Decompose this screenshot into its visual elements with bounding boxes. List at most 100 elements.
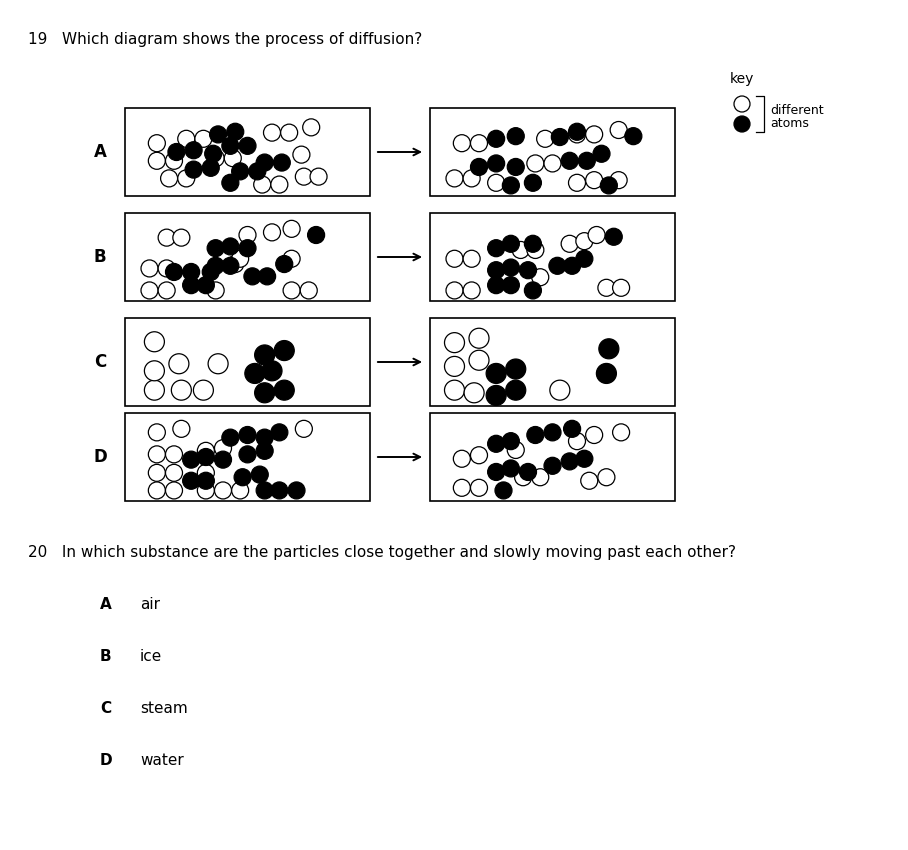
Circle shape [173,230,190,246]
Circle shape [495,482,512,499]
Circle shape [244,268,261,285]
Circle shape [197,464,214,481]
Circle shape [245,364,265,383]
Circle shape [445,380,465,400]
Circle shape [256,482,273,499]
Circle shape [308,226,324,243]
Circle shape [470,447,488,464]
Circle shape [446,282,463,299]
Circle shape [281,124,298,141]
Circle shape [158,282,175,299]
Text: different: different [770,104,824,117]
Circle shape [445,356,465,377]
Bar [125,213,370,301]
Circle shape [502,460,519,477]
Circle shape [165,264,183,280]
Circle shape [502,433,519,450]
Circle shape [464,382,484,403]
Circle shape [525,282,541,299]
Circle shape [293,146,310,163]
Circle shape [271,176,288,193]
Circle shape [202,159,219,176]
Circle shape [527,155,544,172]
Circle shape [488,276,505,293]
Circle shape [183,264,200,280]
Circle shape [469,328,489,348]
Circle shape [463,170,480,187]
Circle shape [207,282,224,299]
Circle shape [470,479,488,496]
Circle shape [214,439,232,456]
Circle shape [527,427,544,444]
Circle shape [453,134,470,151]
Circle shape [544,457,561,474]
Circle shape [446,170,463,187]
Circle shape [445,332,465,353]
Circle shape [165,152,183,169]
Bar [125,318,370,406]
Circle shape [222,138,239,155]
Circle shape [463,250,480,267]
Circle shape [283,282,301,299]
Circle shape [488,174,505,191]
Text: 20   In which substance are the particles close together and slowly moving past : 20 In which substance are the particles … [28,545,736,560]
Circle shape [161,170,178,187]
Circle shape [254,382,274,403]
Circle shape [169,354,189,374]
Circle shape [202,264,219,280]
Circle shape [568,433,586,450]
Bar [430,213,675,301]
Circle shape [302,119,320,136]
Text: B: B [94,248,106,266]
Circle shape [178,130,194,147]
Bar [430,413,675,501]
Circle shape [165,446,183,463]
Circle shape [239,226,256,243]
Circle shape [532,468,548,485]
Circle shape [544,424,561,441]
Circle shape [283,250,301,267]
Circle shape [502,177,519,194]
Circle shape [253,176,271,193]
Circle shape [600,177,617,194]
Circle shape [519,262,537,279]
Circle shape [197,442,214,459]
Circle shape [232,250,249,267]
Circle shape [207,258,224,275]
Circle shape [256,429,273,446]
Circle shape [544,155,561,172]
Circle shape [625,128,642,144]
Text: C: C [94,353,106,371]
Circle shape [148,152,165,169]
Circle shape [256,442,273,459]
Circle shape [165,482,183,499]
Circle shape [195,130,212,147]
Circle shape [239,138,256,155]
Circle shape [508,128,524,144]
Circle shape [525,235,541,252]
Circle shape [486,385,506,405]
Circle shape [263,224,281,241]
Circle shape [488,130,505,147]
Circle shape [148,424,165,441]
Bar [430,108,675,196]
Circle shape [586,126,603,143]
Circle shape [568,126,586,143]
Circle shape [561,235,578,252]
Circle shape [506,359,526,379]
Circle shape [469,350,489,371]
Circle shape [239,427,256,444]
Circle shape [172,380,192,400]
Circle shape [144,360,164,381]
Circle shape [576,233,593,250]
Text: air: air [140,597,160,612]
Text: D: D [100,753,113,768]
Circle shape [227,256,243,273]
Circle shape [222,174,239,191]
Circle shape [263,124,281,141]
Circle shape [232,482,249,499]
Circle shape [256,154,273,171]
Circle shape [502,276,519,293]
Circle shape [222,238,239,255]
Circle shape [488,240,505,257]
